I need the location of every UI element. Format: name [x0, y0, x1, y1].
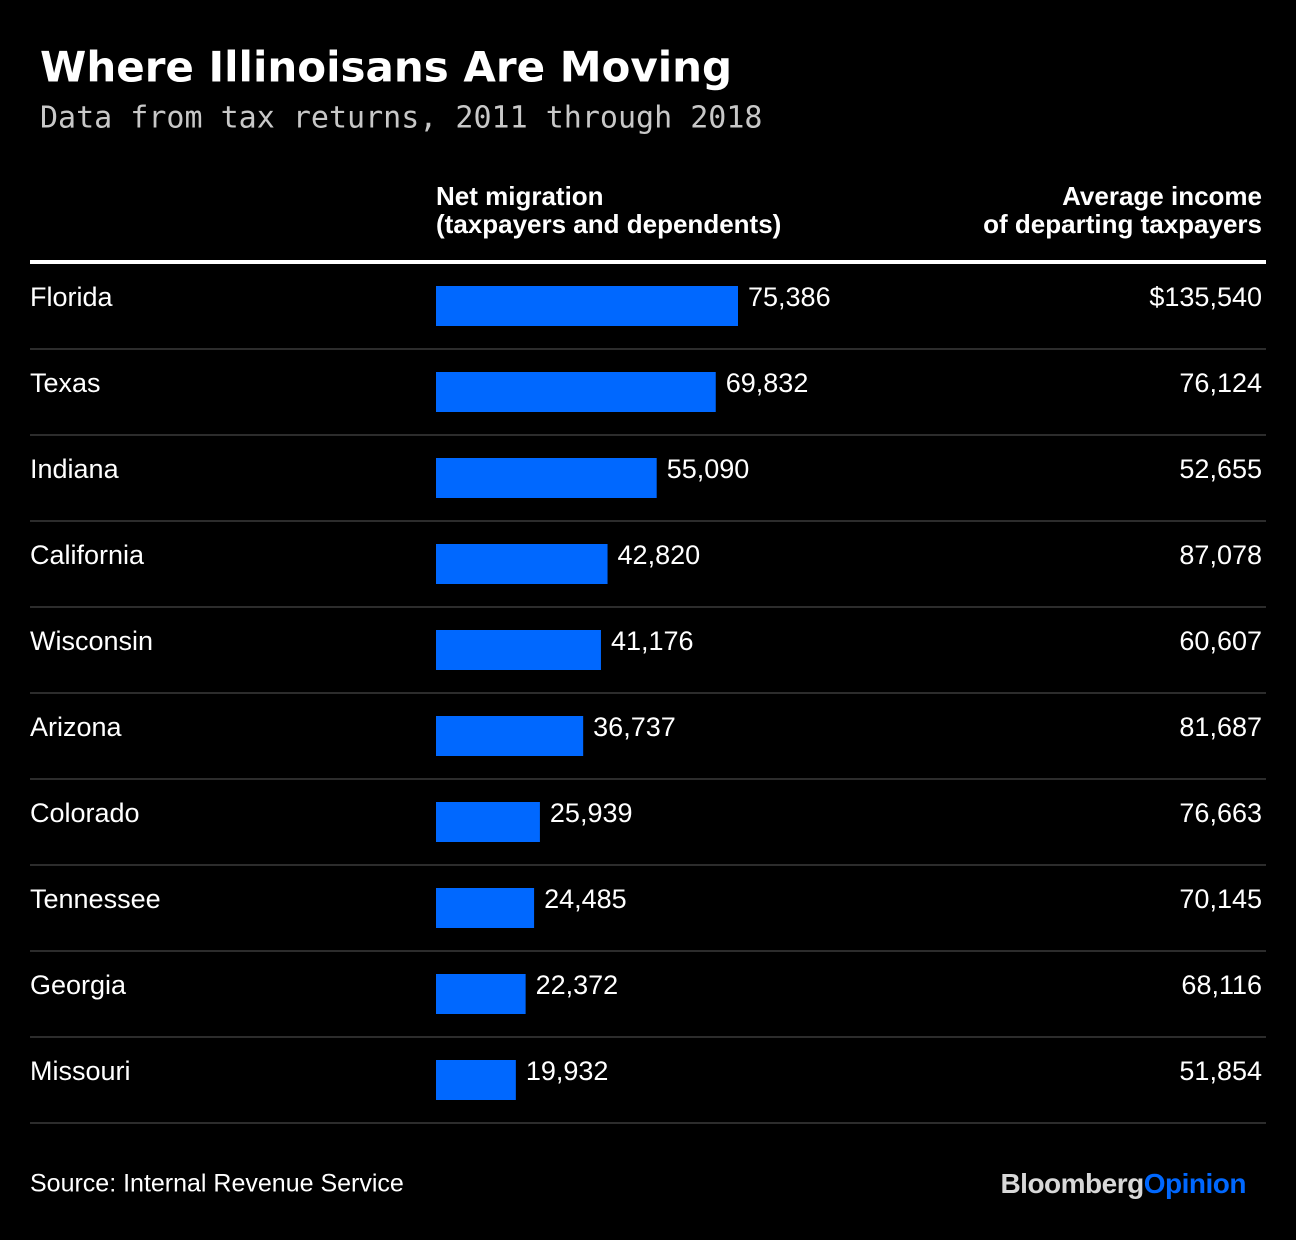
- category-label: California: [30, 540, 145, 570]
- category-label: Tennessee: [30, 884, 161, 914]
- bar: [436, 458, 657, 498]
- category-label: Georgia: [30, 970, 127, 1000]
- income-label: 52,655: [1179, 454, 1262, 484]
- category-label: Wisconsin: [30, 626, 153, 656]
- income-label: 70,145: [1179, 884, 1262, 914]
- source: Source: Internal Revenue Service: [30, 1170, 404, 1198]
- value-label: 19,932: [526, 1056, 609, 1086]
- income-label: 51,854: [1179, 1056, 1262, 1086]
- column-header: Net migration: [436, 181, 604, 211]
- income-label: 81,687: [1179, 712, 1262, 742]
- category-label: Colorado: [30, 798, 140, 828]
- value-label: 42,820: [618, 540, 701, 570]
- bar: [436, 1060, 516, 1100]
- chart-title: Where Illinoisans Are Moving: [40, 43, 732, 92]
- category-label: Indiana: [30, 454, 120, 484]
- category-label: Texas: [30, 368, 101, 398]
- income-label: 76,663: [1179, 798, 1262, 828]
- brand-part: Opinion: [1144, 1168, 1246, 1199]
- value-label: 22,372: [536, 970, 619, 1000]
- bar: [436, 974, 526, 1014]
- bar: [436, 630, 601, 670]
- value-label: 75,386: [748, 282, 831, 312]
- column-header: Average income: [1062, 181, 1262, 211]
- bar: [436, 716, 584, 756]
- category-label: Arizona: [30, 712, 123, 742]
- value-label: 36,737: [593, 712, 676, 742]
- value-label: 24,485: [544, 884, 627, 914]
- value-label: 25,939: [550, 798, 633, 828]
- chart-subtitle: Data from tax returns, 2011 through 2018: [40, 101, 762, 136]
- category-label: Florida: [30, 282, 114, 312]
- brand-part: Bloomberg: [1000, 1168, 1143, 1199]
- category-label: Missouri: [30, 1056, 131, 1086]
- column-header: of departing taxpayers: [983, 209, 1262, 239]
- column-header: (taxpayers and dependents): [436, 209, 781, 239]
- bar: [436, 802, 540, 842]
- bar: [436, 544, 608, 584]
- income-label: 68,116: [1181, 970, 1262, 1000]
- brand: BloombergOpinion: [1000, 1168, 1246, 1199]
- value-label: 41,176: [611, 626, 694, 656]
- bar: [436, 888, 535, 928]
- value-label: 55,090: [667, 454, 750, 484]
- bar: [436, 286, 738, 326]
- income-label: 76,124: [1179, 368, 1262, 398]
- income-label: $135,540: [1149, 282, 1262, 312]
- income-label: 60,607: [1179, 626, 1262, 656]
- income-label: 87,078: [1179, 540, 1262, 570]
- value-label: 69,832: [726, 368, 809, 398]
- bar: [436, 372, 716, 412]
